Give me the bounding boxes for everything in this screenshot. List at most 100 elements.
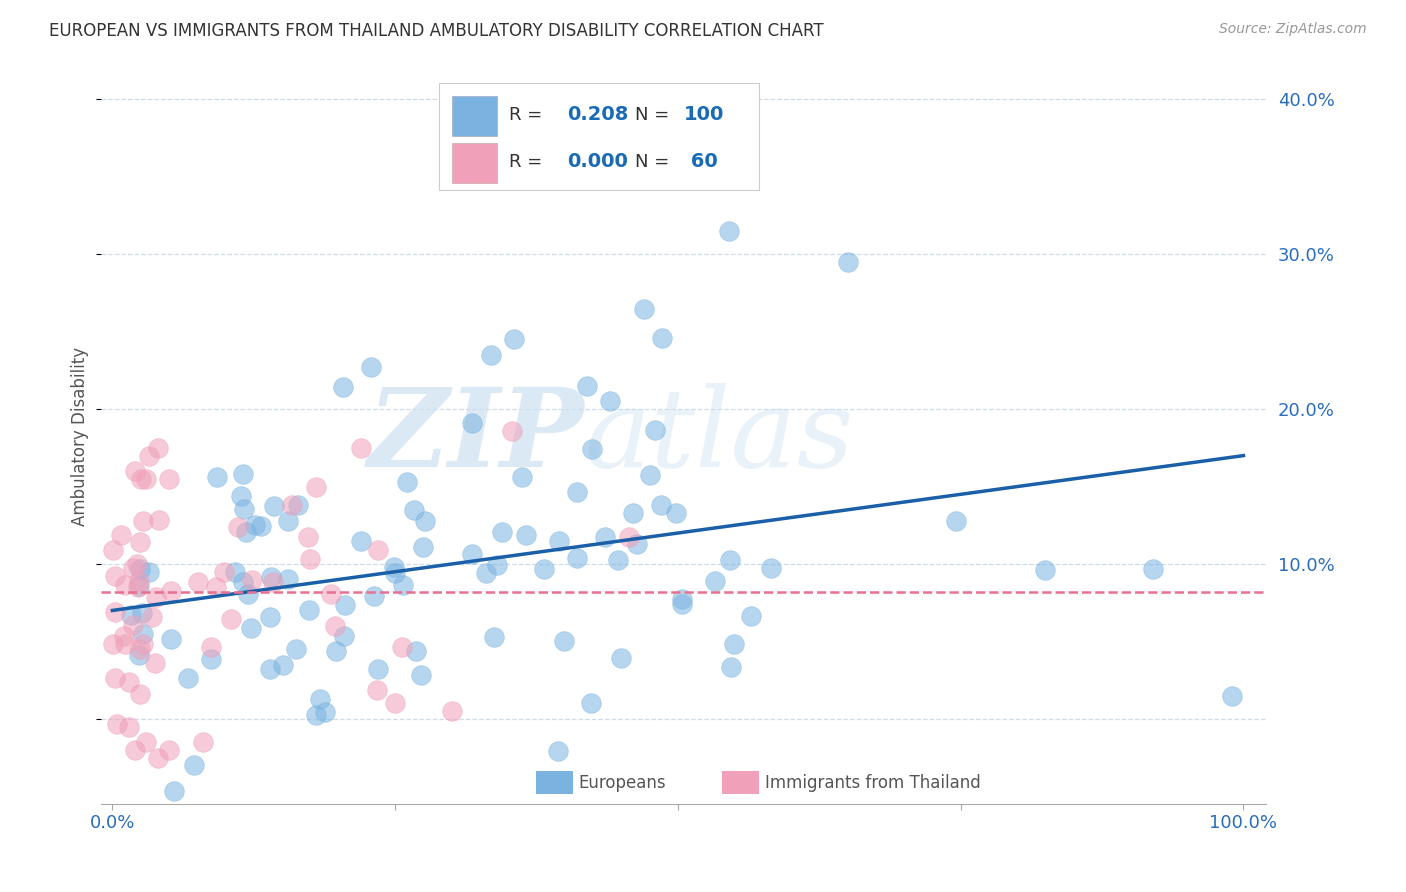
Point <box>503 333 526 347</box>
Point <box>367 662 389 676</box>
Point <box>287 498 309 512</box>
Point <box>298 552 321 566</box>
Point <box>226 520 249 534</box>
Point <box>599 394 621 409</box>
Point <box>626 537 648 551</box>
Point <box>621 507 644 521</box>
Point <box>409 667 432 681</box>
Point <box>114 637 136 651</box>
Point <box>143 656 166 670</box>
Point <box>650 499 672 513</box>
Point <box>191 735 214 749</box>
Point <box>229 489 252 503</box>
Point <box>235 525 257 540</box>
Point <box>263 499 285 513</box>
Point <box>617 530 640 544</box>
Text: Source: ZipAtlas.com: Source: ZipAtlas.com <box>1219 22 1367 37</box>
Point <box>238 587 260 601</box>
Point <box>461 416 484 430</box>
Point <box>135 735 157 749</box>
Point <box>740 609 762 624</box>
Point <box>148 513 170 527</box>
Point <box>160 632 183 646</box>
Point <box>271 657 294 672</box>
Point <box>475 566 498 580</box>
Point <box>325 643 347 657</box>
Text: Europeans: Europeans <box>579 773 666 792</box>
Point <box>360 359 382 374</box>
Text: 0.208: 0.208 <box>567 105 628 124</box>
Text: ZIP: ZIP <box>368 383 585 490</box>
Point <box>314 705 336 719</box>
Point <box>101 637 124 651</box>
Point <box>129 641 152 656</box>
Point <box>260 570 283 584</box>
Point <box>132 627 155 641</box>
Text: N =: N = <box>634 153 669 171</box>
Point <box>720 660 742 674</box>
Point <box>576 379 599 393</box>
Point <box>759 561 782 575</box>
Point <box>163 784 186 798</box>
Point <box>114 578 136 592</box>
FancyBboxPatch shape <box>536 771 572 795</box>
Point <box>132 637 155 651</box>
Text: 60: 60 <box>683 153 717 171</box>
Point <box>837 255 859 269</box>
Point <box>224 565 246 579</box>
Point <box>595 531 617 545</box>
Point <box>112 629 135 643</box>
Point <box>146 750 169 764</box>
Point <box>1142 561 1164 575</box>
Point <box>581 442 603 456</box>
Text: N =: N = <box>634 106 669 124</box>
Point <box>219 611 242 625</box>
Point <box>122 561 145 575</box>
Point <box>319 586 342 600</box>
Point <box>367 542 389 557</box>
Point <box>243 518 266 533</box>
Point <box>240 621 263 635</box>
Point <box>117 675 139 690</box>
Point <box>128 574 150 589</box>
Point <box>285 641 308 656</box>
Point <box>298 602 321 616</box>
Text: R =: R = <box>509 153 543 171</box>
Text: EUROPEAN VS IMMIGRANTS FROM THAILAND AMBULATORY DISABILITY CORRELATION CHART: EUROPEAN VS IMMIGRANTS FROM THAILAND AMB… <box>49 22 824 40</box>
Point <box>547 744 569 758</box>
Point <box>945 514 967 528</box>
Point <box>249 519 271 533</box>
FancyBboxPatch shape <box>451 143 498 183</box>
Point <box>183 758 205 772</box>
Point <box>332 380 354 394</box>
Point <box>120 608 142 623</box>
Point <box>412 540 434 554</box>
Point <box>396 475 419 489</box>
Point <box>485 558 508 573</box>
Point <box>129 687 152 701</box>
Text: R =: R = <box>509 106 543 124</box>
Point <box>104 671 127 685</box>
Point <box>703 574 725 589</box>
Point <box>633 301 655 316</box>
FancyBboxPatch shape <box>723 771 759 795</box>
Point <box>110 528 132 542</box>
Point <box>350 533 373 548</box>
Point <box>479 348 502 362</box>
Point <box>665 506 688 520</box>
Point <box>579 697 602 711</box>
Point <box>205 469 228 483</box>
Point <box>671 597 693 611</box>
Point <box>305 479 328 493</box>
Point <box>242 826 264 840</box>
Text: 100: 100 <box>683 105 724 124</box>
Point <box>501 424 523 438</box>
Point <box>717 224 740 238</box>
Point <box>146 441 169 455</box>
Point <box>305 708 328 723</box>
Point <box>533 562 555 576</box>
Text: atlas: atlas <box>585 383 855 490</box>
Point <box>128 562 150 576</box>
Text: 0.000: 0.000 <box>567 153 628 171</box>
Point <box>384 696 406 710</box>
